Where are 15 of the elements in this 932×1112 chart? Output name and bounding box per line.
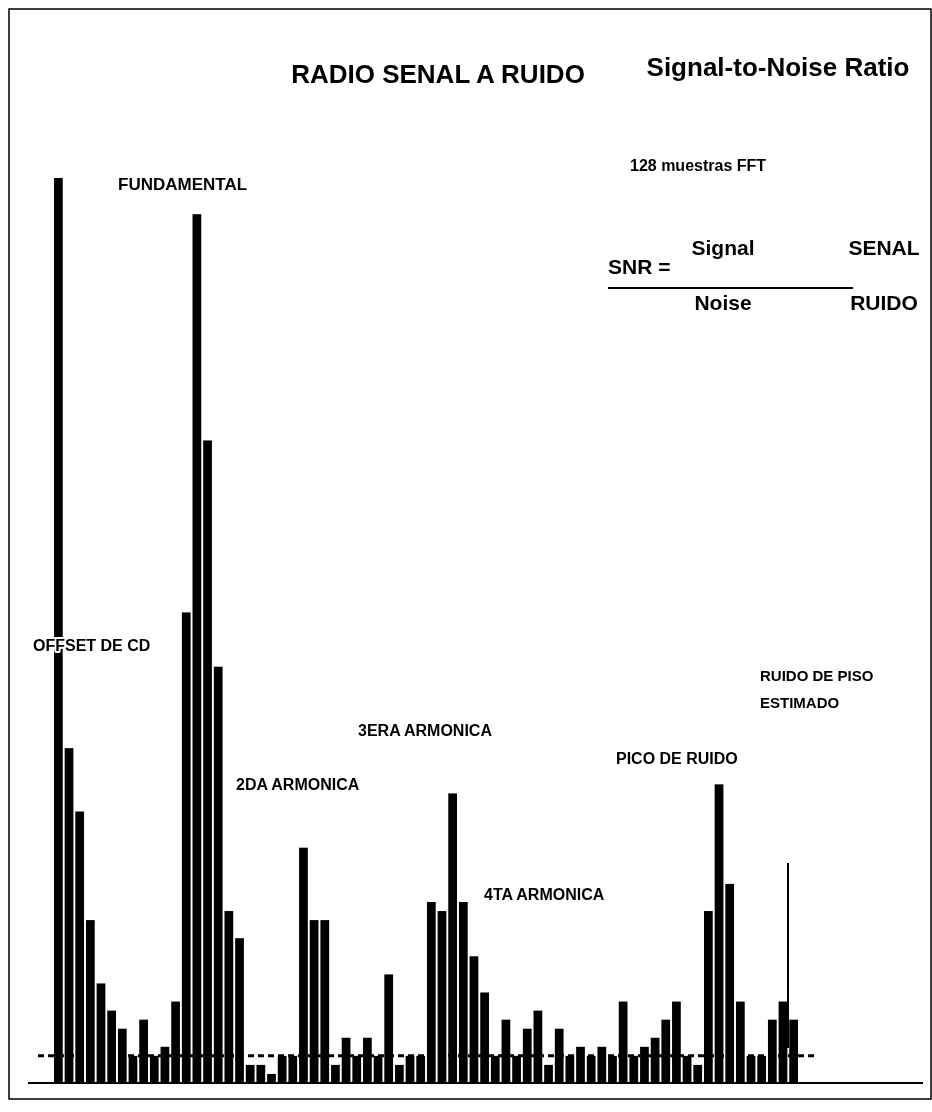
annotation: 2DA ARMONICA xyxy=(236,776,360,793)
annotation: PICO DE RUIDO xyxy=(616,750,738,767)
text: SENAL xyxy=(848,236,920,259)
annotation: 3ERA ARMONICA xyxy=(358,722,493,739)
annotation: ESTIMADO xyxy=(760,694,840,711)
annotation: 4TA ARMONICA xyxy=(484,886,605,903)
chart-title: RADIO SENAL A RUIDO xyxy=(291,59,585,89)
annotation: Noise xyxy=(694,291,752,314)
text: 128 muestras FFT xyxy=(630,157,767,174)
annotation: SNR = xyxy=(608,255,671,278)
annotation: RUIDO DE PISO xyxy=(760,667,874,684)
chart-subtitle: Signal-to-Noise Ratio xyxy=(646,52,910,82)
text: RUIDO xyxy=(850,291,918,314)
annotation: FUNDAMENTAL xyxy=(118,175,248,194)
annotation: Signal xyxy=(691,236,755,259)
